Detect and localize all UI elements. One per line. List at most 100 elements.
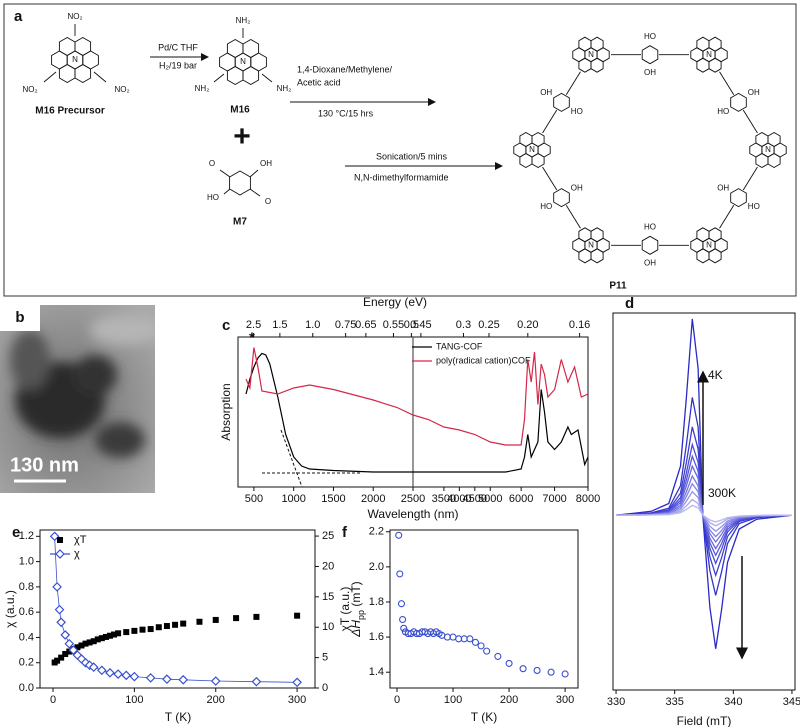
ring bbox=[74, 36, 92, 57]
y2-tick-label: 15 bbox=[322, 591, 334, 603]
series-line bbox=[615, 397, 793, 596]
x-tick-label: 0 bbox=[394, 694, 400, 706]
legend-label: χT bbox=[74, 534, 87, 546]
bond bbox=[249, 169, 259, 178]
x-tick-label: 2000 bbox=[361, 493, 385, 505]
marker bbox=[106, 632, 113, 639]
y-tick-label: 2.2 bbox=[369, 526, 384, 538]
marker bbox=[113, 669, 123, 679]
solvent: 1,4-Dioxane/Methylene/ bbox=[297, 64, 393, 74]
atom-label: OH bbox=[748, 88, 760, 97]
x-tick-label: 5000 bbox=[478, 493, 502, 505]
marker bbox=[147, 626, 154, 633]
x-tick-label: 330 bbox=[607, 696, 625, 708]
y2-axis-label: χT (a.u.) bbox=[338, 587, 352, 632]
atom-label: O bbox=[265, 197, 271, 206]
marker bbox=[155, 624, 162, 631]
marker bbox=[396, 570, 404, 578]
marker bbox=[57, 537, 63, 543]
marker bbox=[129, 671, 140, 682]
x2-tick-label: 0.25 bbox=[478, 319, 499, 331]
legend-label: TANG-COF bbox=[436, 341, 483, 351]
x-tick-label: 200 bbox=[207, 694, 225, 706]
bond bbox=[742, 109, 758, 134]
x-tick-label: 100 bbox=[444, 694, 462, 706]
atom-label: HO bbox=[644, 222, 656, 231]
condition: Sonication/5 mins bbox=[376, 151, 448, 161]
marker bbox=[115, 630, 122, 637]
ring bbox=[590, 227, 604, 243]
bond bbox=[719, 205, 735, 229]
x-tick-label: 3500 bbox=[432, 493, 456, 505]
marker bbox=[58, 654, 65, 661]
bond bbox=[719, 71, 735, 95]
x-axis-label: Field (mT) bbox=[677, 714, 732, 727]
y2-tick-label: 25 bbox=[322, 530, 334, 542]
marker bbox=[253, 613, 260, 620]
ring bbox=[708, 57, 722, 73]
x-tick-label: 1500 bbox=[321, 493, 345, 505]
marker bbox=[105, 667, 115, 678]
atom-label: OH bbox=[717, 183, 729, 192]
marker bbox=[466, 635, 474, 643]
x-tick-label: 300 bbox=[288, 694, 306, 706]
marker bbox=[145, 673, 156, 683]
marker bbox=[400, 624, 408, 632]
annotation: * bbox=[249, 329, 255, 346]
ring bbox=[242, 38, 260, 59]
plus-sign: + bbox=[233, 120, 251, 153]
ring bbox=[708, 227, 722, 243]
marker bbox=[94, 636, 101, 643]
atom-label: HO bbox=[717, 107, 729, 116]
y-tick-label: 1.4 bbox=[369, 666, 384, 678]
compound-label: M7 bbox=[233, 217, 247, 228]
marker bbox=[251, 676, 262, 687]
y-tick-label: 1.2 bbox=[19, 530, 34, 542]
condition: 130 °C/15 hrs bbox=[318, 108, 374, 118]
x2-tick-label: 0.65 bbox=[355, 319, 376, 331]
x-tick-label: 1000 bbox=[281, 493, 305, 505]
compound-label: P11 bbox=[609, 281, 627, 292]
marker bbox=[90, 638, 97, 645]
atom-label: OH bbox=[260, 159, 272, 168]
x-tick-label: 6000 bbox=[509, 493, 533, 505]
atom-label: N bbox=[588, 50, 594, 59]
atom-label: OH bbox=[571, 183, 583, 192]
series-line bbox=[54, 536, 298, 683]
series-line bbox=[615, 454, 793, 557]
ring bbox=[590, 36, 604, 52]
series-line bbox=[615, 442, 793, 566]
x-tick-label: 100 bbox=[125, 694, 143, 706]
bond bbox=[249, 188, 261, 197]
marker bbox=[68, 645, 79, 655]
panel-label: c bbox=[222, 317, 230, 334]
atom-label: N bbox=[588, 240, 594, 249]
atom-label: OH bbox=[644, 258, 656, 267]
marker bbox=[86, 639, 93, 646]
bond bbox=[542, 166, 558, 191]
marker bbox=[49, 531, 60, 542]
y-tick-label: 0.6 bbox=[19, 606, 34, 618]
marker bbox=[74, 644, 81, 651]
atom-label: N bbox=[765, 145, 771, 154]
x-tick-label: 8000 bbox=[576, 493, 600, 505]
y-axis-label-part: (mT) bbox=[349, 581, 363, 610]
reaction-scheme: a M16 Precursor Pd/C THF H₂/19 bar M16 +… bbox=[3, 3, 797, 297]
marker bbox=[212, 616, 219, 623]
y-axis-label-part: χ (a.u.) bbox=[3, 590, 17, 628]
marker bbox=[162, 674, 172, 685]
bond bbox=[261, 73, 273, 83]
bond bbox=[742, 166, 758, 191]
marker bbox=[505, 659, 513, 667]
marker bbox=[172, 621, 179, 628]
atom-label: OH bbox=[644, 68, 656, 77]
bond bbox=[213, 73, 225, 83]
x2-tick-label: 2.5 bbox=[246, 319, 261, 331]
bond bbox=[565, 205, 581, 229]
atom-label: N bbox=[706, 240, 712, 249]
marker bbox=[52, 582, 62, 592]
ring bbox=[590, 248, 604, 264]
atom-label: HO bbox=[748, 202, 760, 211]
